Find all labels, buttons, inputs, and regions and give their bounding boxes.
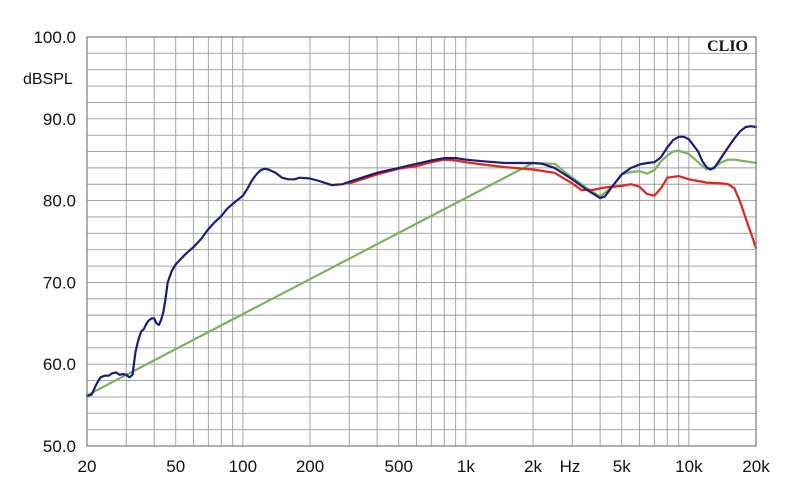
x-tick-label: 5k xyxy=(613,457,631,476)
y-tick-labels: 100.0 90.0 80.0 70.0 60.0 50.0 xyxy=(33,28,76,456)
y-axis-label: dBSPL xyxy=(23,71,73,88)
x-tick-label: 500 xyxy=(385,457,413,476)
y-tick-label: 70.0 xyxy=(43,273,76,292)
y-tick-label: 60.0 xyxy=(43,355,76,374)
y-tick-label: 100.0 xyxy=(33,28,76,47)
x-tick-label: 20 xyxy=(78,457,97,476)
x-tick-label: 20k xyxy=(742,457,770,476)
x-tick-label: 50 xyxy=(166,457,185,476)
y-tick-label: 90.0 xyxy=(43,110,76,129)
y-tick-label: 50.0 xyxy=(43,437,76,456)
series-line-blue xyxy=(85,125,758,398)
x-tick-label: 1k xyxy=(457,457,475,476)
x-tick-label: 100 xyxy=(229,457,257,476)
grid xyxy=(87,37,756,446)
series-line-red xyxy=(348,158,758,250)
y-tick-label: 80.0 xyxy=(43,192,76,211)
plot-border xyxy=(86,36,757,447)
x-tick-label: 10k xyxy=(675,457,703,476)
x-tick-labels: 20 50 100 200 500 1k 2k 5k 10k 20k xyxy=(78,457,771,476)
x-tick-label: 200 xyxy=(296,457,324,476)
x-unit-label: Hz xyxy=(560,457,581,476)
series-layer xyxy=(85,125,758,398)
x-tick-label: 2k xyxy=(524,457,542,476)
brand-label: CLIO xyxy=(707,38,748,55)
